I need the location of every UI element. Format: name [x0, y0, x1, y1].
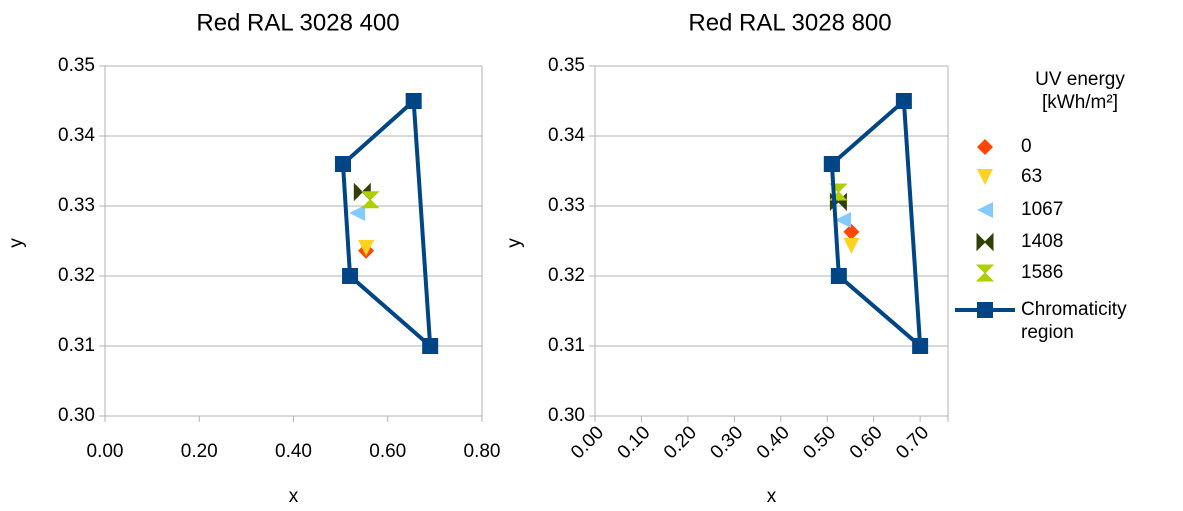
legend-marker — [977, 169, 993, 185]
x-tick-label: 0.40 — [753, 422, 794, 463]
x-tick-label: 0.80 — [464, 441, 501, 462]
y-tick-label: 0.35 — [548, 55, 585, 76]
point — [843, 223, 860, 240]
x-tick-label: 0.50 — [799, 422, 840, 463]
y-tick-label: 0.33 — [58, 195, 95, 216]
x-tick-label: 0.00 — [567, 422, 608, 463]
y-tick-label: 0.34 — [548, 125, 585, 146]
x-tick-label: 0.70 — [892, 422, 933, 463]
x-tick-label: 0.00 — [87, 441, 124, 462]
point — [895, 93, 912, 109]
x-tick-label: 0.20 — [181, 441, 218, 462]
point — [334, 156, 351, 172]
legend-label: 1408 — [1021, 231, 1064, 252]
x-tick-label: 0.60 — [369, 441, 406, 462]
y-tick-label: 0.31 — [58, 335, 95, 356]
legend-label: 1067 — [1021, 199, 1064, 220]
y-tick-label: 0.32 — [548, 265, 585, 286]
point — [830, 268, 847, 284]
legend-label: 1586 — [1021, 262, 1064, 283]
point — [405, 93, 422, 109]
y-tick-label: 0.30 — [58, 405, 95, 426]
legend-marker — [977, 202, 993, 218]
x-tick-label: 0.60 — [846, 422, 887, 463]
y-tick-label: 0.33 — [548, 195, 585, 216]
legend-label: Chromaticity region — [1021, 299, 1127, 343]
y-tick-label: 0.34 — [58, 125, 95, 146]
point — [349, 205, 366, 221]
legend-label: 0 — [1021, 136, 1032, 157]
x-axis-label: x — [289, 486, 299, 507]
legend-marker — [977, 302, 993, 318]
point — [361, 191, 380, 209]
point — [835, 212, 852, 228]
x-axis-label: x — [767, 486, 777, 507]
y-tick-label: 0.30 — [548, 405, 585, 426]
legend-marker — [976, 232, 994, 252]
point — [422, 338, 439, 354]
point — [912, 338, 929, 354]
y-tick-label: 0.35 — [58, 55, 95, 76]
point — [843, 237, 860, 254]
region-line — [340, 96, 433, 351]
x-tick-label: 0.30 — [706, 422, 747, 463]
legend-title: UV energy [kWh/m²] — [1035, 69, 1125, 113]
y-axis-label: y — [504, 238, 525, 248]
point — [823, 156, 840, 172]
point — [358, 240, 375, 256]
legend-marker — [975, 264, 995, 282]
x-tick-label: 0.10 — [614, 422, 655, 463]
y-tick-label: 0.31 — [548, 335, 585, 356]
y-axis-label: y — [6, 238, 27, 248]
legend-marker — [977, 139, 993, 155]
point — [342, 268, 359, 284]
legend-label: 63 — [1021, 166, 1043, 187]
chart-title: Red RAL 3028 400 — [196, 9, 399, 36]
x-tick-label: 0.40 — [275, 441, 312, 462]
x-tick-label: 0.20 — [660, 422, 701, 463]
chart-title: Red RAL 3028 800 — [688, 9, 891, 36]
y-tick-label: 0.32 — [58, 265, 95, 286]
